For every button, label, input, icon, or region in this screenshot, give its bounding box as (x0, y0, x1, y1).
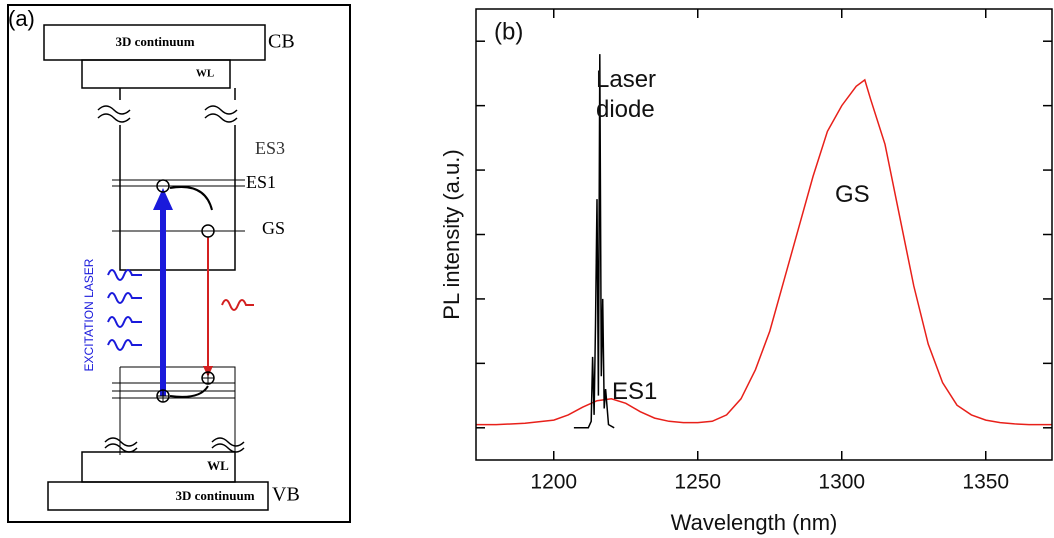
annotation: ES1 (612, 378, 658, 405)
annotation: Laser diode (596, 66, 657, 123)
x-tick-label: 1300 (818, 471, 865, 494)
series-line (476, 78, 1052, 426)
relax-arrow (169, 186, 213, 211)
levels (112, 179, 245, 232)
break-marks (97, 105, 238, 123)
hole-plus (157, 372, 214, 402)
emission-wave (221, 299, 254, 311)
electron (156, 179, 170, 193)
panel-label: (b) (494, 18, 523, 45)
break-marks (104, 437, 245, 453)
relax-arrow (169, 385, 209, 398)
plot-frame (475, 8, 1053, 461)
diagram-frame (7, 4, 351, 523)
x-axis-label: Wavelength (nm) (671, 510, 838, 535)
laser-waves (107, 269, 142, 351)
series-line (573, 54, 615, 429)
qd-cb-box (119, 88, 236, 271)
arrow-head (153, 188, 173, 210)
electron (201, 224, 215, 238)
x-tick-label: 1350 (962, 471, 1009, 494)
level-label: ES1 (246, 172, 276, 192)
level-label: WL (207, 458, 229, 473)
x-tick-label: 1250 (674, 471, 721, 494)
diagram: (a) 3D continuum CB WL ES3 ES1 GS EXCITA… (7, 4, 351, 523)
panel-label: (a) (8, 6, 35, 31)
excitation-label: EXCITATION LASER (82, 258, 96, 371)
band-label: VB (272, 484, 300, 506)
cb-wl-box (81, 59, 231, 89)
level-label: 3D continuum (175, 488, 254, 503)
level-label: GS (262, 218, 285, 238)
x-tick-label: 1200 (530, 471, 577, 494)
y-axis-label: PL intensity (a.u.) (439, 149, 464, 319)
level-label: WL (196, 68, 214, 80)
qd-vb-box (112, 366, 236, 455)
annotation: GS (835, 181, 870, 208)
level-label: 3D continuum (115, 34, 194, 49)
vb-continuum-box (47, 481, 269, 511)
chart: 1200 1250 1300 1350 (b) Wavelength (nm) PL int… (439, 8, 1053, 535)
band-label: CB (268, 31, 295, 53)
level-label: ES3 (255, 138, 285, 158)
